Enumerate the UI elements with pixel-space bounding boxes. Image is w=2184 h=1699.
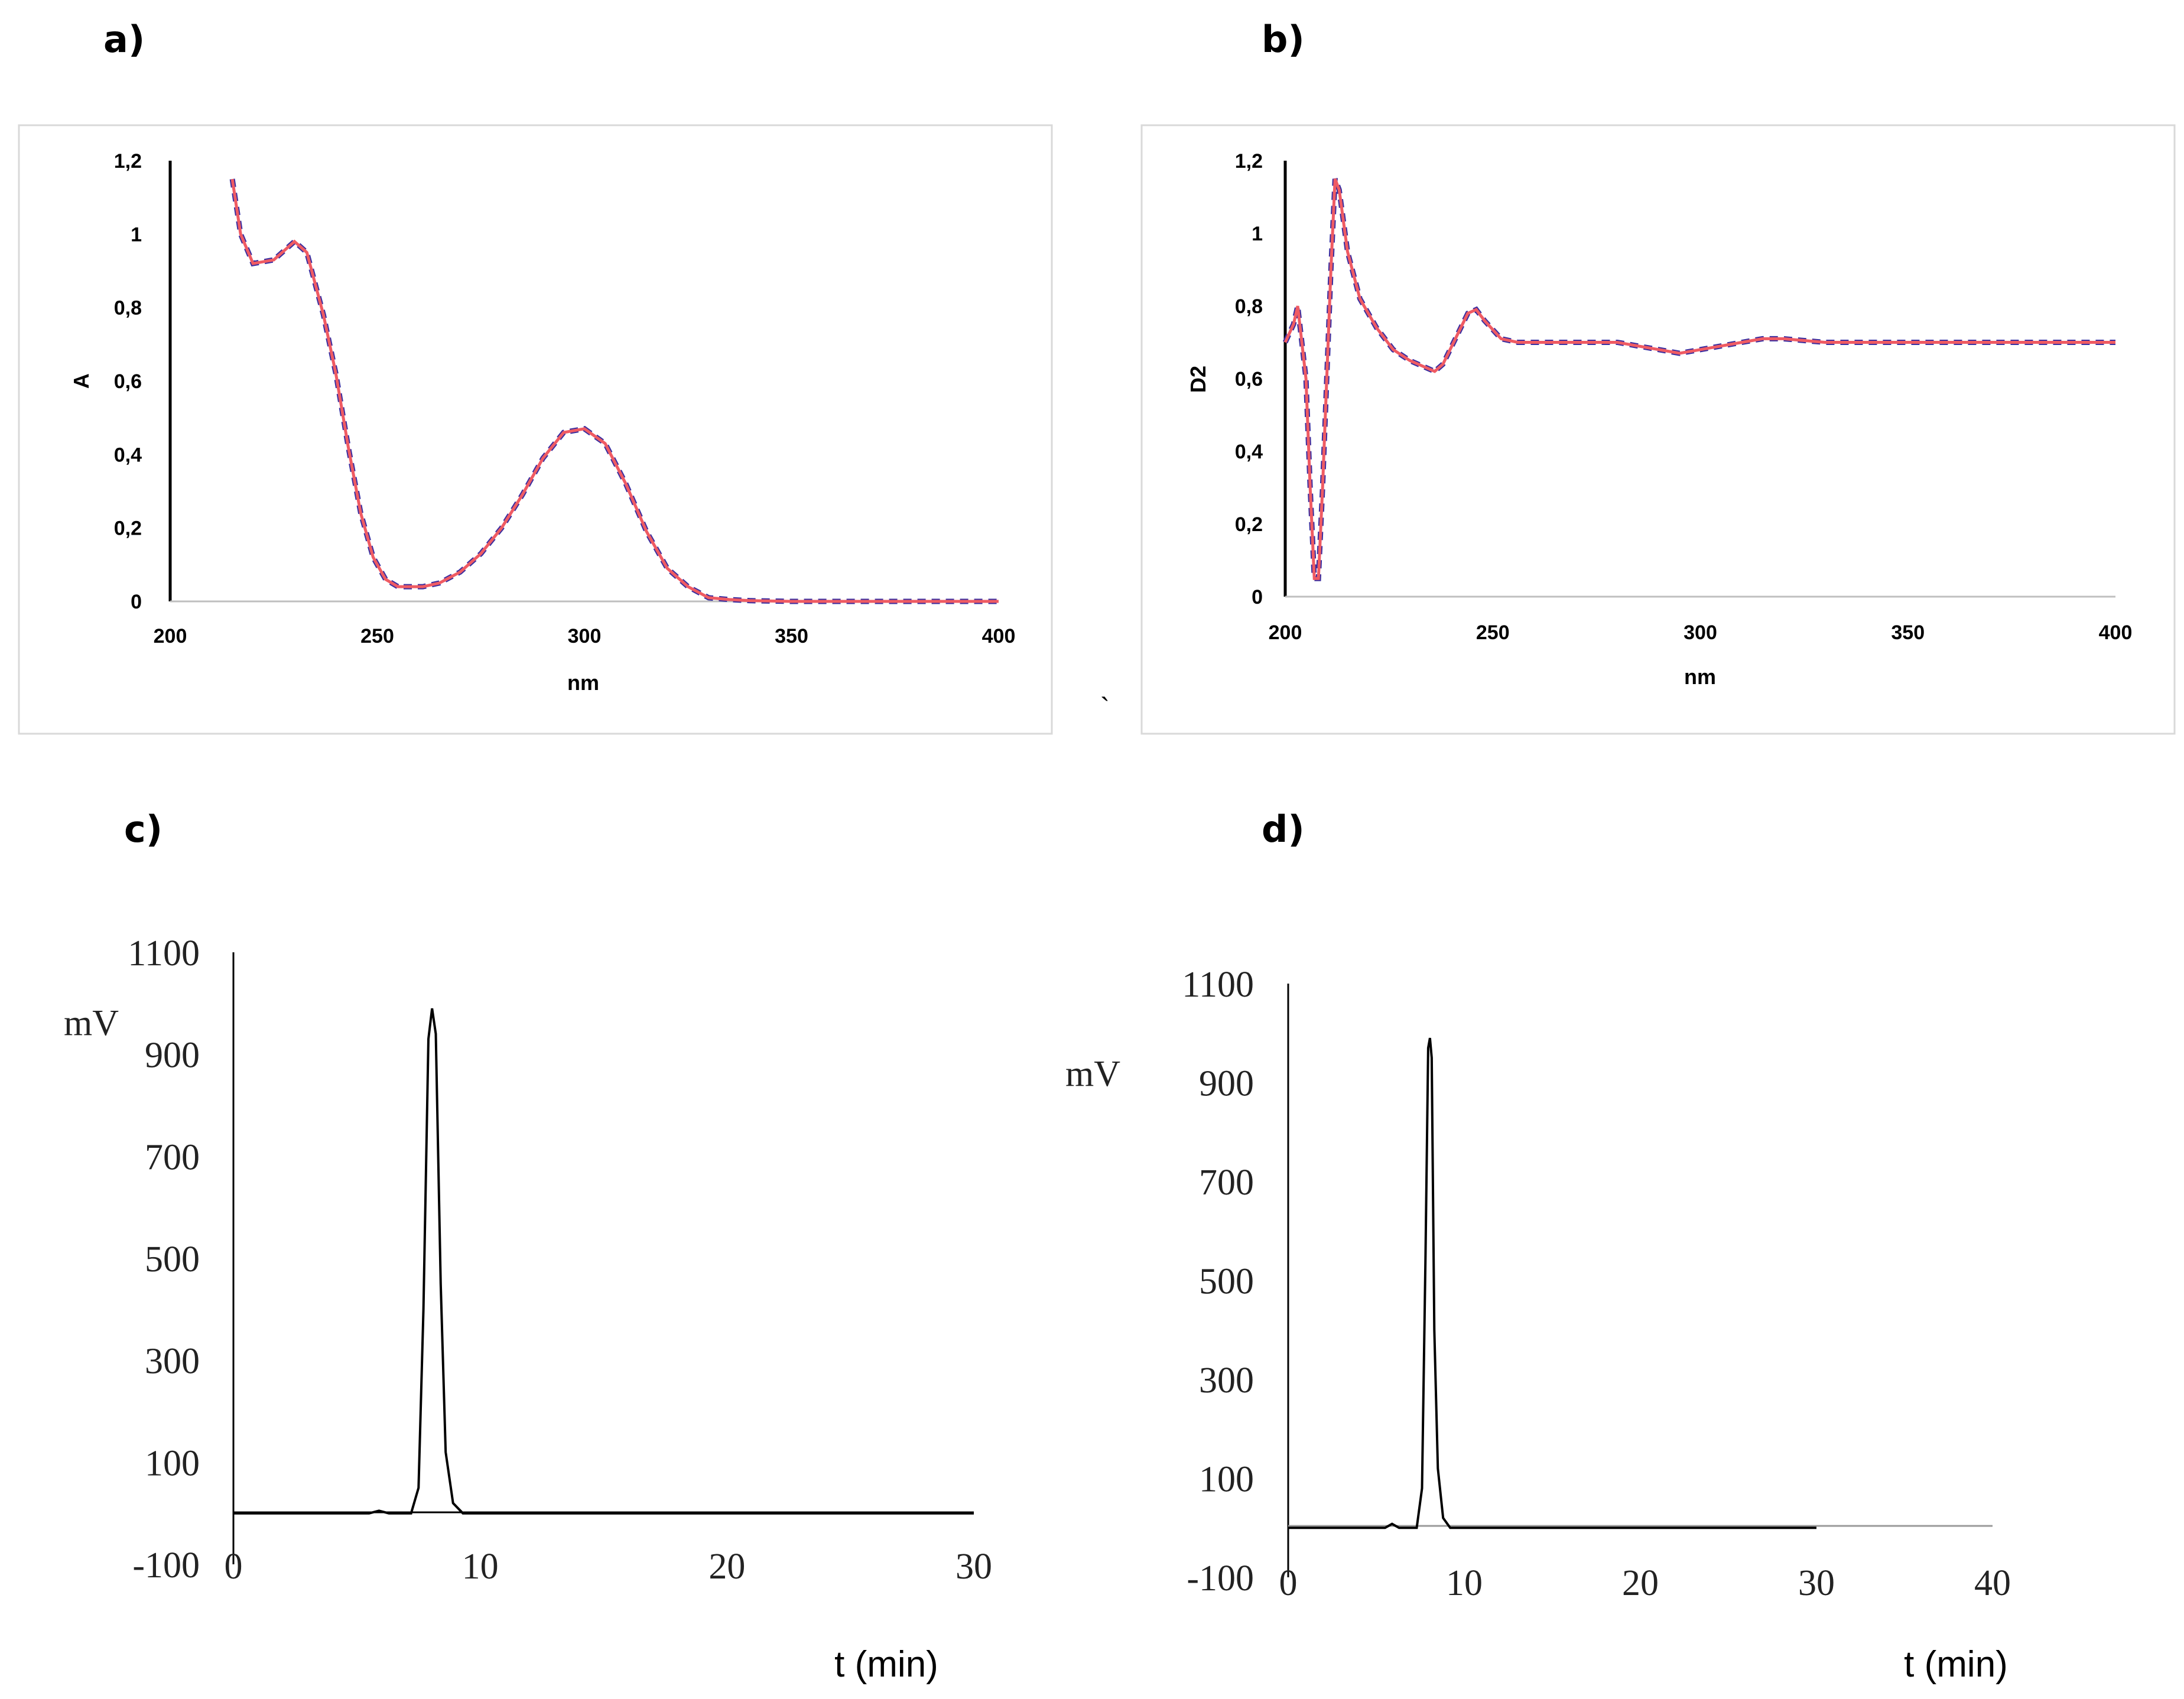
chart-b-ytick: 0,2 — [1235, 513, 1263, 536]
chart-d-xlabel: t (min) — [1904, 1644, 2008, 1685]
panel-label-d: d) — [1262, 808, 1305, 851]
chart-c-xtick: 20 — [708, 1547, 745, 1587]
chart-a-ylabel: A — [69, 373, 93, 389]
chart-b: 0 0,2 0,4 0,6 0,8 1 1,2 200 250 300 350 400 nm D2 — [1186, 150, 2132, 689]
chart-c-ylabel: mV — [64, 1003, 119, 1043]
chart-c-ytick: 900 — [145, 1036, 200, 1076]
chart-b-ytick: 1,2 — [1235, 150, 1263, 172]
chart-a-ytick: 0,4 — [114, 444, 142, 466]
chart-c-xlabel: t (min) — [834, 1644, 938, 1685]
chart-d-ytick: 1100 — [1182, 965, 1254, 1005]
chart-d-ytick: 900 — [1199, 1064, 1254, 1104]
stray-mark: ` — [1100, 693, 1110, 724]
chart-a-series-line — [230, 178, 999, 603]
panel-label-c: c) — [124, 808, 162, 851]
chart-d-xtick: 10 — [1446, 1563, 1483, 1603]
chart-c-xtick: 10 — [462, 1547, 499, 1587]
chart-b-ytick: 0,4 — [1235, 441, 1263, 463]
chart-b-ylabel: D2 — [1186, 366, 1210, 393]
chart-c-ytick: 100 — [145, 1443, 200, 1483]
chart-a-ytick: 1 — [131, 223, 142, 246]
chart-b-ytick: 0,8 — [1235, 295, 1263, 318]
chart-d-xtick: 20 — [1622, 1563, 1659, 1603]
chart-a-ytick: 0,2 — [114, 517, 142, 540]
chart-a-xtick: 400 — [982, 625, 1016, 647]
chart-d-ytick: -100 — [1187, 1558, 1254, 1599]
chart-d-xtick: 40 — [1974, 1563, 2011, 1603]
chart-b-xtick: 200 — [1269, 621, 1302, 644]
chart-a-ytick: 1,2 — [114, 150, 142, 172]
chart-b-xlabel: nm — [1684, 665, 1716, 689]
chart-d-ytick: 100 — [1199, 1460, 1254, 1500]
chart-d-xtick: 30 — [1798, 1563, 1835, 1603]
chart-c-series-line — [233, 1008, 974, 1515]
chart-b-xtick: 400 — [2099, 621, 2133, 644]
chart-d-ytick: 700 — [1199, 1163, 1254, 1203]
chart-a-ytick: 0,6 — [114, 370, 142, 393]
chart-c-ytick: 300 — [145, 1342, 200, 1382]
chart-b-xtick: 300 — [1684, 621, 1717, 644]
chart-c-xtick: 30 — [956, 1547, 992, 1587]
chart-b-series-line — [1283, 178, 2115, 580]
chart-a-xtick: 300 — [568, 625, 602, 647]
chart-a-ytick: 0 — [131, 591, 142, 613]
panel-b-frame — [1140, 124, 2176, 735]
chart-a-xtick: 200 — [154, 625, 187, 647]
chart-c-ytick: 1100 — [128, 933, 200, 974]
chart-c-ytick: 500 — [145, 1239, 200, 1280]
chart-a: 0 0,2 0,4 0,6 0,8 1 1,2 200 250 300 350 400 nm A — [69, 150, 1015, 695]
chart-c-ytick: -100 — [132, 1545, 200, 1586]
chart-a-xtick: 250 — [360, 625, 394, 647]
chart-d-ytick: 300 — [1199, 1360, 1254, 1401]
chart-a-xtick: 350 — [775, 625, 808, 647]
chart-c: -100 100 300 500 700 900 1100 0 10 20 30 mV t (mi… — [64, 933, 992, 1685]
chart-a-xlabel: nm — [567, 671, 599, 695]
chart-d-ylabel: mV — [1065, 1054, 1120, 1094]
chart-d-ytick: 500 — [1199, 1262, 1254, 1302]
chart-a-ytick: 0,8 — [114, 297, 142, 320]
chart-d-series-line — [1288, 1037, 1816, 1529]
panel-label-b: b) — [1262, 18, 1305, 61]
chart-b-xtick: 250 — [1476, 621, 1510, 644]
chart-c-xtick: 0 — [225, 1547, 243, 1587]
chart-b-ytick: 0 — [1252, 586, 1263, 608]
panel-a-frame — [18, 124, 1053, 735]
chart-b-ytick: 0,6 — [1235, 368, 1263, 390]
panel-label-a: a) — [103, 18, 145, 61]
chart-c-ytick: 700 — [145, 1137, 200, 1177]
chart-d-xtick: 0 — [1279, 1563, 1298, 1603]
chart-b-xtick: 350 — [1891, 621, 1925, 644]
chart-d: -100 100 300 500 700 900 1100 0 10 20 30 40 mV t (… — [1065, 965, 2011, 1685]
chart-b-ytick: 1 — [1252, 223, 1263, 245]
